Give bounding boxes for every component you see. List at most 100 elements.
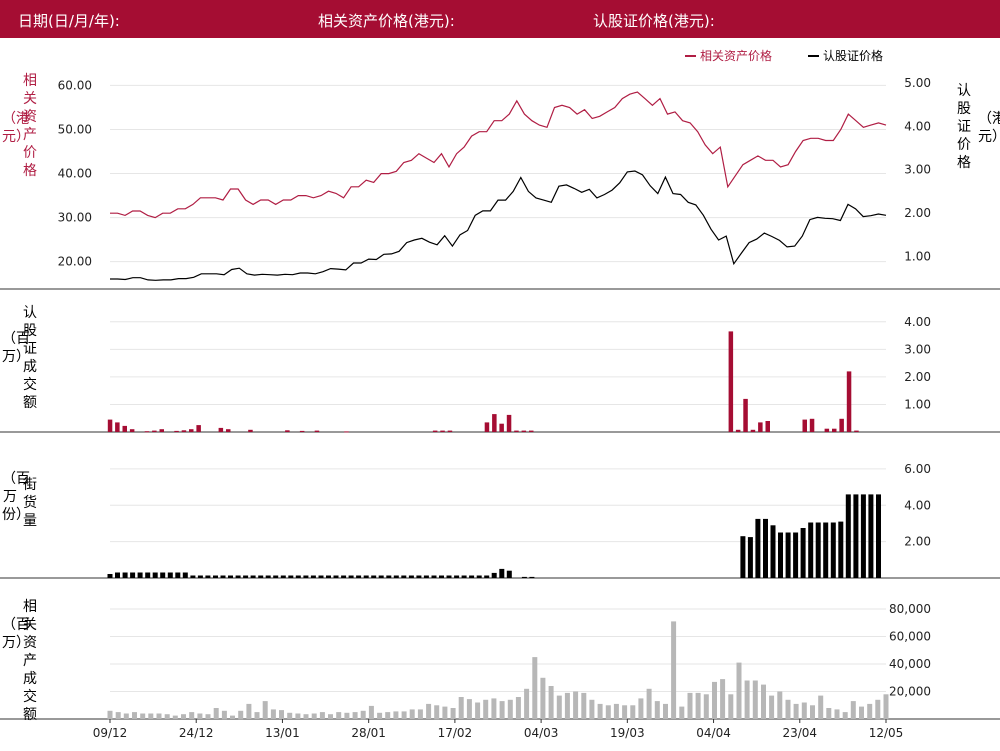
warrant-turnover-bar [218,427,224,432]
asset-turnover-bar [336,712,342,719]
asset-turnover-bar [793,703,799,719]
warrant-turnover-bar [735,429,741,432]
outstanding-bar [228,575,233,578]
outstanding-bar [220,575,226,578]
asset-turnover-bar [483,699,489,720]
outstanding-bar [378,575,384,578]
warrant-turnover-bar [107,419,113,432]
asset-turnover-bar [654,701,660,719]
outstanding-bar [122,572,128,578]
outstanding-bar [243,575,249,578]
outstanding-bar [303,575,309,578]
warrant-turnover-tick-0: 1.00 [904,397,931,411]
asset-turnover-bar [303,714,309,719]
outstanding-bar [265,575,271,578]
asset-turnover-bar [221,710,227,720]
outstanding-bar [521,576,527,578]
warrant-turnover-bar [248,429,253,432]
warrant-turnover-bar [743,398,748,432]
asset-turnover-bar [450,708,456,719]
outstanding-bar [182,572,188,578]
asset-turnover-bar [352,712,358,719]
outstanding-bar [785,532,791,578]
warrant-turnover-bar [115,422,120,432]
asset-turnover-bar [409,709,415,719]
outstanding-bar [145,572,151,578]
outstanding-bar [431,575,437,578]
outstanding-bar [401,575,407,578]
outstanding-bar [371,575,377,578]
asset-turnover-bar [605,705,611,720]
outstanding-bar [469,575,475,578]
warrant-price-tick-0: 1.00 [904,249,931,263]
outstanding-tick-0: 2.00 [904,535,931,549]
asset-turnover-bar [801,702,807,719]
warrant-turnover-bar [344,431,349,433]
warrant-turnover-bar [514,430,519,432]
outstanding-bar [423,575,429,578]
outstanding-axis-title: 街货量 [23,477,37,529]
warrant-turnover-bar [144,431,150,433]
warrant-turnover-bar [824,428,830,432]
outstanding-bar [348,575,354,578]
asset-turnover-tick-1: 40,000 [889,657,931,671]
asset-turnover-bar [189,712,195,719]
outstanding-bar [793,532,799,578]
outstanding-bar [446,575,452,578]
x-tick-label-7: 04/04 [696,726,731,740]
asset-turnover-bar [540,677,546,720]
warrant-turnover-bar [447,430,453,432]
outstanding-bar [408,575,414,578]
legend-asset-label: 相关资产价格 [700,48,772,63]
warrant-turnover-bar [314,430,320,432]
outstanding-bar [386,575,392,578]
asset-turnover-bar [883,694,889,720]
asset-turnover-bar [646,688,652,720]
asset-turnover-bar [556,695,562,719]
warrant-turnover-bar [285,430,290,432]
asset-turnover-bar [254,712,260,719]
warrant-turnover-bar [839,418,844,432]
asset-turnover-bar [368,705,374,719]
asset-turnover-bar [859,706,864,719]
asset-turnover-bar [850,701,856,719]
asset-turnover-bar [630,705,636,720]
asset-turnover-bar [638,698,644,719]
warrant-turnover-bar [832,428,837,432]
outstanding-bar [190,575,196,578]
warrant-turnover-bar [846,371,852,432]
warrant-turnover-bar [484,422,490,432]
outstanding-bar [484,575,490,578]
asset-turnover-bar [205,714,211,719]
asset-turnover-bar [115,712,121,719]
asset-turnover-bar [589,699,595,720]
asset-turnover-bar [262,701,268,719]
asset-turnover-bar [287,712,293,719]
header-bar: 日期(日/月/年): 相关资产价格(港元): 认股证价格(港元): [0,0,1000,38]
asset-price-tick-0: 20.00 [58,255,92,269]
warrant-turnover-bar [129,429,135,432]
asset-turnover-bar [613,703,619,719]
asset-turnover-axis-title: 相关资产成交额 [23,599,37,723]
outstanding-bar [747,537,753,578]
asset-turnover-bar [311,713,317,719]
warrant-turnover-tick-1: 2.00 [904,370,931,384]
asset-turnover-bar [442,706,448,719]
asset-turnover-tick-0: 20,000 [889,685,931,699]
warrant-turnover-bar [529,430,534,432]
warrant-turnover-bar [750,429,756,432]
warrant-turnover-bar [152,430,157,432]
asset-turnover-bar [810,705,815,720]
asset-turnover-bar [107,710,113,720]
outstanding-bar [808,522,814,578]
asset-turnover-bar [622,705,628,720]
asset-turnover-bar [761,684,766,719]
outstanding-bar [250,575,256,578]
outstanding-bar [506,570,512,578]
warrant-turnover-bar [854,430,859,432]
asset-turnover-bar [148,713,154,719]
asset-price-tick-2: 40.00 [58,167,92,181]
asset-turnover-bar [679,706,685,719]
asset-turnover-bar [712,681,717,719]
warrant-turnover-bar [226,429,231,432]
